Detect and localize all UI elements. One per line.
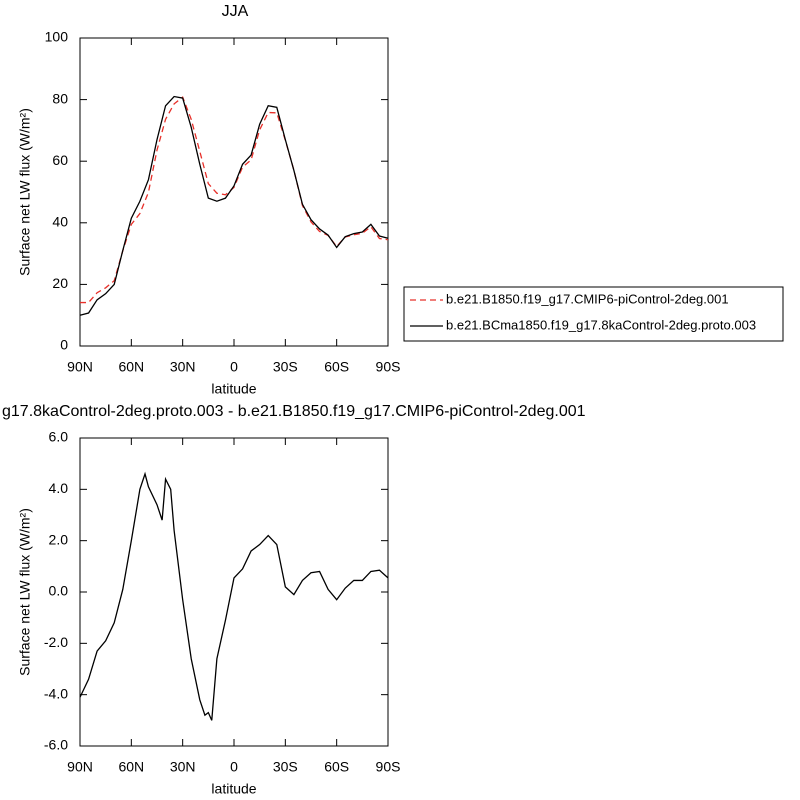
- x-tick-label: 60N: [118, 359, 144, 375]
- x-tick-label: 60N: [118, 759, 144, 775]
- x-tick-label: 90N: [67, 359, 93, 375]
- data-line: [80, 96, 389, 304]
- x-tick-label: 60S: [324, 759, 349, 775]
- y-axis-label: Surface net LW flux (W/m²): [17, 108, 33, 276]
- x-axis-label: latitude: [211, 381, 256, 397]
- legend-label: b.e21.B1850.f19_g17.CMIP6-piControl-2deg…: [446, 291, 729, 306]
- x-tick-label: 90S: [376, 759, 401, 775]
- x-tick-label: 90S: [376, 359, 401, 375]
- data-line: [79, 471, 389, 721]
- y-tick-label: -6.0: [44, 737, 68, 753]
- x-tick-label: 30N: [170, 759, 196, 775]
- y-tick-label: 6.0: [49, 429, 69, 445]
- y-tick-label: -2.0: [44, 634, 68, 650]
- legend-label: b.e21.BCma1850.f19_g17.8kaControl-2deg.p…: [446, 317, 756, 332]
- x-axis-label: latitude: [211, 781, 256, 797]
- plot-frame: [79, 37, 389, 347]
- y-tick-label: 100: [45, 29, 69, 45]
- y-tick-label: 40: [52, 214, 68, 230]
- y-tick-label: 0: [60, 337, 68, 353]
- x-tick-label: 0: [230, 359, 238, 375]
- y-tick-label: -4.0: [44, 685, 68, 701]
- x-tick-label: 30S: [273, 359, 298, 375]
- y-tick-label: 0.0: [49, 583, 69, 599]
- x-tick-label: 60S: [324, 359, 349, 375]
- x-tick-label: 0: [230, 759, 238, 775]
- chart-title: JJA: [222, 3, 249, 20]
- y-axis-label: Surface net LW flux (W/m²): [17, 508, 33, 676]
- legend-box: [403, 286, 784, 342]
- x-tick-label: 30N: [170, 359, 196, 375]
- data-line: [79, 95, 389, 316]
- y-tick-label: 80: [52, 90, 68, 106]
- y-tick-label: 4.0: [49, 480, 69, 496]
- x-tick-label: 30S: [273, 759, 298, 775]
- x-tick-label: 90N: [67, 759, 93, 775]
- y-tick-label: 20: [52, 275, 68, 291]
- chart-title: g17.8kaControl-2deg.proto.003 - b.e21.B1…: [2, 403, 586, 420]
- y-tick-label: 60: [52, 152, 68, 168]
- y-tick-label: 2.0: [49, 531, 69, 547]
